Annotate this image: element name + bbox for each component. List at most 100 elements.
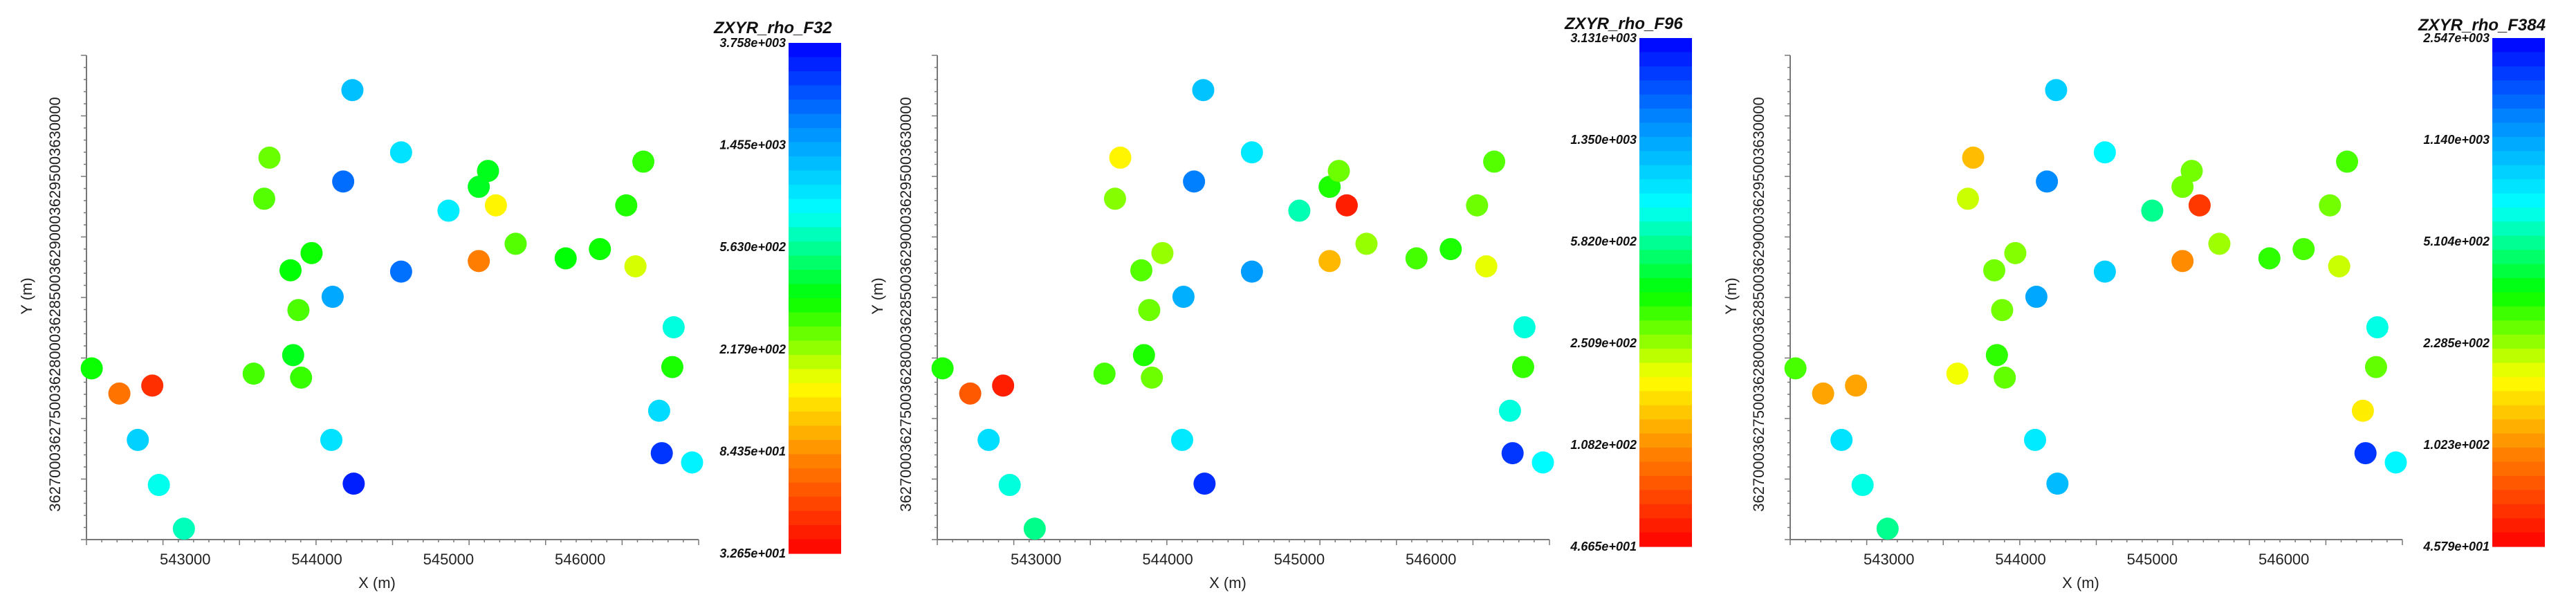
colorbar-segment — [789, 397, 841, 412]
station-point — [2366, 316, 2389, 339]
station-point — [127, 428, 149, 451]
colorbar-segment — [2492, 208, 2545, 223]
station-point — [2004, 241, 2027, 264]
station-point — [147, 474, 170, 497]
y-tick-labels: 3627000362750036280003628500362900036295… — [46, 97, 64, 512]
station-point — [1483, 150, 1506, 173]
colorbar-segment — [2492, 532, 2545, 547]
station-point — [468, 250, 490, 273]
colorbar-segment — [1639, 235, 1692, 250]
station-point — [389, 260, 412, 283]
station-point — [1851, 474, 1874, 497]
station-point — [615, 194, 638, 217]
x-tick-label: 544000 — [291, 551, 342, 568]
colorbar-segment — [789, 227, 841, 242]
colorbar-segment — [1639, 52, 1692, 67]
station-point — [959, 382, 982, 405]
station-point — [141, 374, 164, 397]
station-point — [2328, 255, 2350, 277]
colorbar-segment — [789, 412, 841, 427]
station-point — [1498, 399, 1521, 422]
station-point — [108, 382, 131, 405]
colorbar-segment — [789, 213, 841, 228]
colorbar-segment — [1639, 419, 1692, 434]
x-tick-label: 543000 — [1864, 551, 1914, 568]
colorbar-segment — [1639, 475, 1692, 490]
station-point — [1355, 232, 1378, 255]
station-point — [242, 362, 265, 385]
colorbar-segment — [2492, 518, 2545, 533]
station-point — [1171, 428, 1193, 451]
colorbar-segment — [1639, 80, 1692, 95]
x-axis-title: X (m) — [2062, 574, 2099, 591]
colorbar-label: 3.131e+003 — [1570, 31, 1637, 45]
colorbar-segment — [2492, 405, 2545, 420]
station-point — [1956, 187, 1979, 210]
station-point — [1023, 517, 1046, 540]
station-point — [1138, 299, 1161, 322]
colorbar-segment — [789, 43, 841, 58]
station-point — [1983, 259, 2005, 282]
colorbar-label: 3.265e+001 — [719, 547, 786, 560]
y-tick-labels: 3627000362750036280003628500362900036295… — [897, 97, 914, 512]
colorbar-segment — [2492, 250, 2545, 265]
colorbar-segment — [1639, 362, 1692, 378]
colorbar-segment — [2492, 264, 2545, 279]
station-point — [2045, 79, 2068, 102]
colorbar-segment — [789, 100, 841, 115]
station-point — [1531, 451, 1554, 474]
station-point — [977, 428, 1000, 451]
colorbar-segment — [1639, 405, 1692, 420]
colorbar-segment — [789, 57, 841, 72]
station-point — [2364, 356, 2387, 378]
station-point — [647, 399, 670, 422]
station-point — [1994, 366, 2016, 389]
colorbar-segment — [1639, 221, 1692, 237]
colorbar-segment — [2492, 320, 2545, 336]
colorbar-f96: 3.131e+003 1.350e+003 5.820e+002 2.509e+002… — [1570, 31, 1692, 553]
x-tick-label: 545000 — [2127, 551, 2178, 568]
colorbar-segment — [2492, 165, 2545, 180]
colorbar-label: 4.579e+001 — [2422, 540, 2490, 553]
station-point — [632, 150, 655, 173]
colorbar-segment — [2492, 109, 2545, 124]
station-point — [1466, 194, 1489, 217]
colorbar-segment — [2492, 433, 2545, 448]
station-point — [252, 187, 275, 210]
colorbar-label: 5.820e+002 — [1570, 235, 1637, 248]
colorbar-label: 2.547e+003 — [2422, 31, 2490, 45]
colorbar-segment — [2492, 151, 2545, 166]
colorbar-segment — [1639, 66, 1692, 81]
colorbar-label: 1.023e+002 — [2423, 438, 2490, 452]
colorbar-segment — [2492, 179, 2545, 194]
station-point — [681, 451, 703, 474]
colorbar-label: 1.455e+003 — [719, 138, 786, 152]
colorbar-segment — [2492, 490, 2545, 505]
station-point — [1784, 357, 1807, 380]
y-axis-title: Y (m) — [869, 277, 886, 314]
colorbar-title: ZXYR_rho_F384 — [2418, 16, 2546, 35]
colorbar-segment — [789, 241, 841, 257]
colorbar-segment — [1639, 334, 1692, 349]
colorbar-segment — [789, 468, 841, 484]
station-point — [342, 472, 365, 495]
colorbar-label: 2.179e+002 — [719, 342, 786, 356]
colorbar-segment — [2492, 136, 2545, 152]
colorbar-segment — [2492, 292, 2545, 307]
colorbar-segment — [1639, 264, 1692, 279]
colorbar-label: 1.140e+003 — [2423, 133, 2490, 147]
colorbar-segment — [2492, 122, 2545, 138]
colorbar-segment — [2492, 461, 2545, 477]
colorbar-segment — [789, 298, 841, 313]
station-point — [992, 374, 1015, 397]
colorbar-label: 2.509e+002 — [1570, 336, 1637, 350]
station-point — [589, 238, 611, 261]
station-point — [484, 194, 507, 217]
colorbar-label: 4.665e+001 — [1570, 540, 1637, 553]
colorbar-segment — [1639, 349, 1692, 364]
station-point — [2093, 260, 2116, 283]
colorbar-segment — [1639, 278, 1692, 293]
station-point — [1845, 374, 1868, 397]
station-point — [389, 141, 412, 164]
x-tick-label: 546000 — [1406, 551, 1456, 568]
